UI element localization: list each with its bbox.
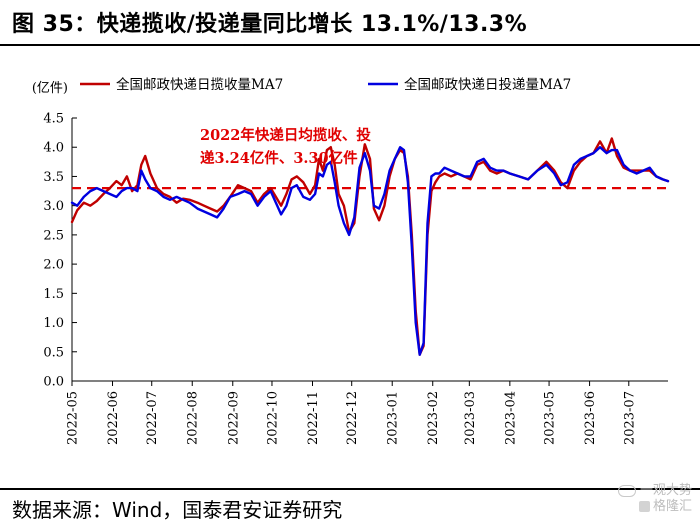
series-line-2	[70, 145, 670, 356]
legend-label-1: 全国邮政快递日揽收量MA7	[116, 76, 283, 93]
x-tick-label: 2022-11	[306, 391, 321, 445]
y-tick-label: 2.5	[43, 228, 64, 243]
watermark-line1: 一观大势	[639, 483, 692, 498]
watermark-line2: 格隆汇	[652, 499, 692, 514]
chart-axes: (亿件) 0.0 0.5 1.0 1.5 2.0 2.5 3.0 3.5 4.0 4.5 2022-0…	[32, 81, 668, 445]
x-tick-label: 2022-07	[145, 391, 160, 445]
y-tick-label: 4.0	[43, 141, 64, 156]
logo-icon	[638, 501, 650, 512]
y-tick-label: 0.5	[43, 345, 64, 360]
y-tick-label: 1.5	[43, 287, 64, 302]
chart-legend: 全国邮政快递日揽收量MA7 全国邮政快递日投递量MA7	[80, 76, 571, 93]
source-note: 数据来源：Wind，国泰君安证券研究	[12, 498, 343, 522]
x-tick-label: 2022-09	[226, 391, 241, 445]
y-tick-label: 2.0	[43, 258, 64, 273]
series-line-1	[70, 137, 670, 356]
annotation-line2: 递3.24亿件、3.30亿件	[200, 149, 358, 167]
x-tick-label: 2023-02	[426, 391, 441, 445]
x-tick-label: 2022-06	[106, 391, 121, 445]
y-tick-label: 1.0	[43, 316, 64, 331]
y-tick-label: 3.0	[43, 199, 64, 214]
x-tick-label: 2022-10	[265, 391, 280, 445]
y-tick-label: 3.5	[43, 170, 64, 185]
x-tick-label: 2022-05	[66, 391, 81, 445]
x-tick-label: 2023-03	[463, 391, 478, 445]
y-axis-unit: (亿件)	[32, 81, 68, 96]
y-tick-label: 4.5	[43, 112, 64, 127]
x-tick-label: 2023-01	[386, 391, 401, 445]
legend-label-2: 全国邮政快递日投递量MA7	[404, 76, 571, 93]
y-tick-label: 0.0	[43, 375, 64, 390]
x-tick-label: 2022-08	[186, 391, 201, 445]
title-divider	[0, 44, 700, 46]
title-bar: 图 35：快递揽收/投递量同比增长 13.1%/13.3%	[0, 0, 700, 44]
series-group	[70, 137, 670, 356]
x-tick-label: 2023-06	[583, 391, 598, 445]
chat-bubble-icon	[617, 484, 636, 497]
x-tick-label: 2023-05	[543, 391, 558, 445]
annotation-line1: 2022年快递日均揽收、投	[200, 126, 371, 144]
footer-divider	[0, 488, 700, 490]
page-title: 图 35：快递揽收/投递量同比增长 13.1%/13.3%	[12, 12, 528, 37]
x-tick-label: 2023-07	[622, 391, 637, 445]
x-tick-label: 2023-04	[503, 391, 518, 445]
watermark: 一观大势 格隆汇	[617, 483, 692, 515]
x-tick-label: 2022-12	[345, 391, 360, 445]
line-chart: (亿件) 0.0 0.5 1.0 1.5 2.0 2.5 3.0 3.5 4.0 4.5 2022-0…	[32, 76, 670, 445]
annotation-group: 2022年快递日均揽收、投递3.24亿件、3.30亿件	[200, 126, 371, 167]
